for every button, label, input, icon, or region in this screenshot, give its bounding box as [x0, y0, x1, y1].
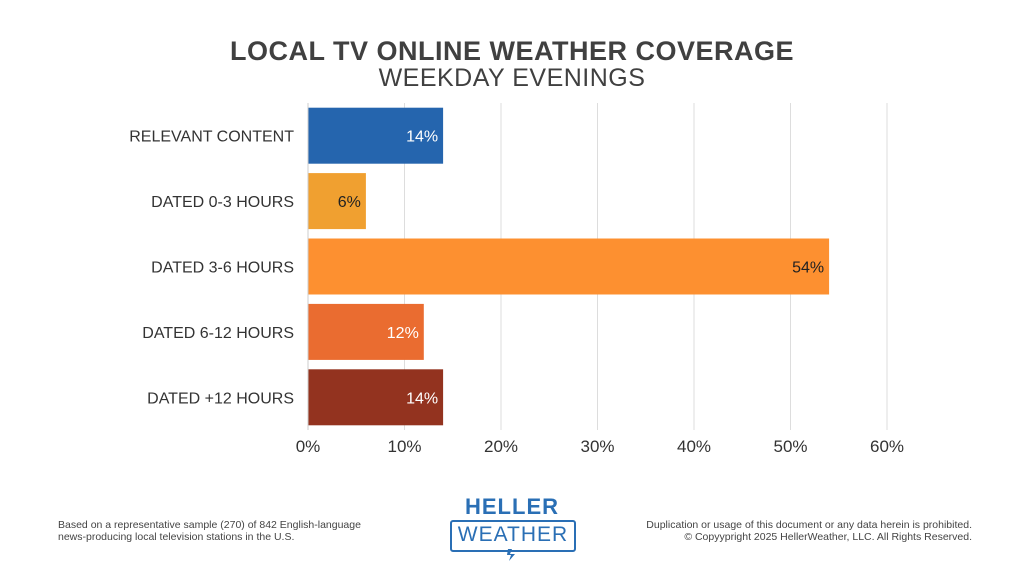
copyright-notice: Duplication or usage of this document or…	[572, 519, 972, 543]
x-tick-label: 60%	[870, 437, 904, 456]
logo-weather-text: WEATHER	[457, 523, 569, 546]
chart-subtitle: WEEKDAY EVENINGS	[378, 64, 646, 92]
x-tick-label: 10%	[387, 437, 421, 456]
chart-title: LOCAL TV ONLINE WEATHER COVERAGE	[229, 36, 794, 66]
bar	[308, 173, 366, 230]
data-label: 14%	[406, 129, 438, 146]
category-label: DATED 0-3 HOURS	[151, 194, 294, 211]
rights-line-2: © Copyypright 2025 HellerWeather, LLC. A…	[684, 531, 972, 543]
data-label: 12%	[387, 325, 419, 342]
logo-weather-box: WEATHER	[450, 520, 576, 552]
data-label: 6%	[338, 194, 361, 211]
heller-weather-logo: HELLER WEATHER	[446, 494, 578, 561]
data-label: 54%	[792, 260, 824, 277]
category-label: DATED 3-6 HOURS	[151, 260, 294, 277]
lightning-bolt-icon	[507, 549, 515, 561]
data-label: 14%	[406, 390, 438, 407]
bar	[308, 238, 830, 295]
x-tick-label: 0%	[296, 437, 321, 456]
x-tick-label: 40%	[677, 437, 711, 456]
bar	[308, 369, 444, 426]
rights-line-1: Duplication or usage of this document or…	[646, 519, 972, 531]
x-tick-label: 20%	[484, 437, 518, 456]
x-tick-label: 30%	[580, 437, 614, 456]
footnote-line-2: news-producing local television stations…	[58, 531, 295, 543]
footnote-line-1: Based on a representative sample (270) o…	[58, 519, 361, 531]
x-tick-label: 50%	[773, 437, 807, 456]
logo-heller-text: HELLER	[465, 494, 559, 519]
category-label: DATED 6-12 HOURS	[142, 325, 294, 342]
category-label: DATED +12 HOURS	[147, 390, 294, 407]
bar	[308, 303, 424, 360]
sample-footnote: Based on a representative sample (270) o…	[58, 519, 388, 543]
category-label: RELEVANT CONTENT	[129, 129, 294, 146]
bar	[308, 107, 444, 164]
bar-chart: 0% 10% 20% 30% 40% 50% 60% RELEVANT CONTENT 14% D…	[129, 103, 904, 456]
